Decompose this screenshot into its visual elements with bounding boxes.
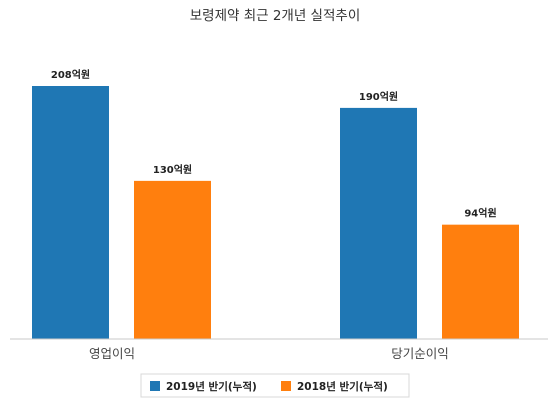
chart-title: 보령제약 최근 2개년 실적추이 (190, 8, 361, 24)
data-label-1-1: 208억원 (51, 68, 90, 81)
legend-swatch-2 (281, 381, 291, 391)
legend-label-2: 2018년 반기(누적) (297, 380, 388, 393)
legend-swatch-1 (150, 381, 160, 391)
data-label-2-2: 94억원 (464, 207, 496, 220)
bar-2-1 (134, 180, 211, 339)
data-label-2-1: 130억원 (153, 163, 192, 176)
category-label-2: 당기순이익 (391, 346, 449, 361)
bars-group (32, 86, 519, 340)
bar-2-2 (442, 224, 519, 339)
legend-label-1: 2019년 반기(누적) (166, 380, 257, 393)
bar-1-1 (32, 86, 109, 339)
legend: 2019년 반기(누적) 2018년 반기(누적) (140, 373, 410, 398)
data-label-1-2: 190억원 (359, 90, 398, 103)
bar-1-2 (340, 107, 417, 340)
category-labels-group: 영업이익 당기순이익 (89, 346, 449, 361)
legend-box (140, 373, 410, 398)
category-label-1: 영업이익 (89, 346, 135, 361)
data-labels-group: 208억원 130억원 190억원 94억원 (51, 68, 497, 220)
